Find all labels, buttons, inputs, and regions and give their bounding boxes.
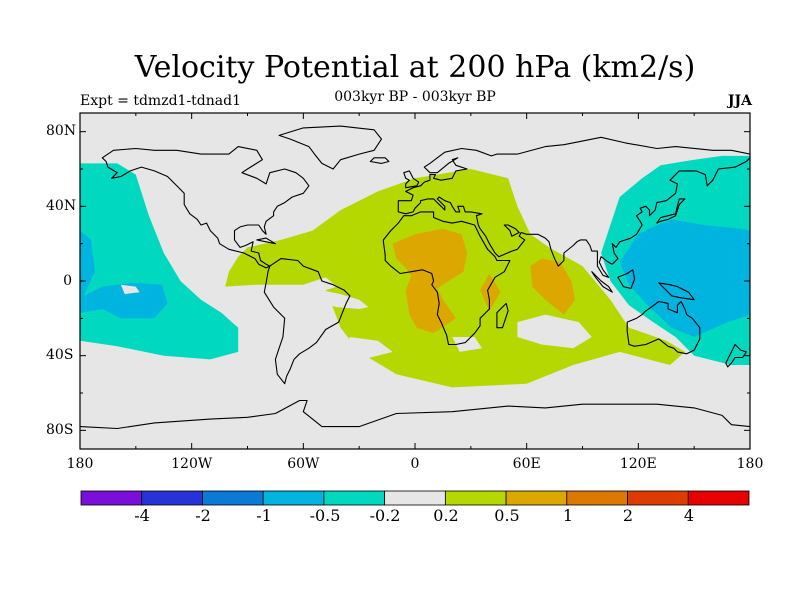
colorbar-swatch: [262, 490, 325, 506]
colorbar-swatch: [384, 490, 446, 506]
arabian-sea-positive-core: [530, 258, 576, 315]
coastline-great-britain: [403, 170, 420, 189]
plot-title: Velocity Potential at 200 hPa (km2/s): [134, 50, 696, 85]
colorbar-label: 1: [562, 506, 574, 525]
coastline-africa: [382, 211, 511, 346]
lon-label-180w: 180: [66, 456, 94, 472]
lon-label-0: 0: [410, 456, 420, 472]
lat-label-80s: 80S: [46, 422, 74, 438]
colorbar: [80, 490, 750, 506]
south-indian-neutral-patch: [452, 337, 482, 352]
colorbar-swatch: [566, 490, 628, 506]
coastline-antarctica: [80, 399, 750, 430]
lon-label-120w: 120W: [171, 456, 213, 472]
colorbar-swatch: [141, 490, 203, 506]
colorbar-swatch: [202, 490, 264, 506]
colorbar-swatch: [687, 490, 750, 506]
colorbar-swatch: [444, 490, 507, 506]
colorbar-label: 0.5: [494, 506, 520, 525]
coastline-borneo: [617, 269, 636, 290]
lon-label-180e: 180: [736, 456, 764, 472]
lat-label-40s: 40S: [46, 347, 74, 363]
lat-label-80n: 80N: [46, 123, 77, 139]
coastline-new-zealand: [725, 343, 747, 368]
tropical-pacific-strong-negative: [80, 230, 168, 319]
east-africa-positive-core: [480, 273, 501, 311]
coastline-japan: [656, 198, 686, 224]
coastline-iceland: [369, 157, 390, 164]
coastline-new-guinea: [658, 282, 695, 301]
lon-label-60e: 60E: [512, 456, 541, 472]
contour-fill-layer: [80, 155, 750, 388]
coastline-arabian-gulf: [503, 224, 520, 237]
colorbar-swatch: [323, 490, 386, 506]
colorbar-swatch: [80, 490, 143, 506]
coastline-north-america: [101, 146, 310, 269]
axis-ticks: [79, 113, 751, 449]
coastline-australia: [626, 300, 701, 355]
southwest-atlantic-neutral-gap: [344, 337, 393, 360]
colorbar-label: -4: [134, 506, 150, 525]
colorbar-swatch: [627, 490, 689, 506]
experiment-label: Expt = tdmzd1-tdnad1: [80, 93, 241, 109]
coastline-layer: [80, 125, 750, 430]
period-label: 003kyr BP - 003kyr BP: [334, 89, 496, 105]
lat-label-40n: 40N: [46, 198, 77, 214]
atlantic-neutral-gap: [321, 290, 369, 309]
sahel-positive-core: [392, 228, 468, 334]
colorbar-swatch: [505, 490, 568, 506]
colorbar-label: -0.5: [309, 506, 341, 525]
maritime-continent-strong-negative: [619, 219, 750, 337]
coastline-south-america: [263, 258, 351, 385]
coastline-madagascar: [496, 302, 509, 329]
colorbar-label: 0.2: [433, 506, 459, 525]
coastline-sumatra: [591, 271, 613, 293]
coastline-eurasia: [397, 136, 750, 278]
indian-ocean-neutral-gap: [517, 314, 592, 349]
lon-label-60w: 60W: [287, 456, 320, 472]
coastline-greenland: [278, 125, 383, 170]
season-label: JJA: [727, 93, 752, 109]
lat-label-eq: 0: [63, 273, 72, 289]
colorbar-label: -2: [195, 506, 211, 525]
lon-label-120e: 120E: [619, 456, 657, 472]
colorbar-label: 2: [622, 506, 634, 525]
colorbar-label: 4: [683, 506, 695, 525]
colorbar-label: -1: [256, 506, 272, 525]
coastline-cuba: [256, 237, 276, 245]
colorbar-label: -0.2: [369, 506, 401, 525]
central-pacific-neutral-gap: [120, 284, 140, 295]
